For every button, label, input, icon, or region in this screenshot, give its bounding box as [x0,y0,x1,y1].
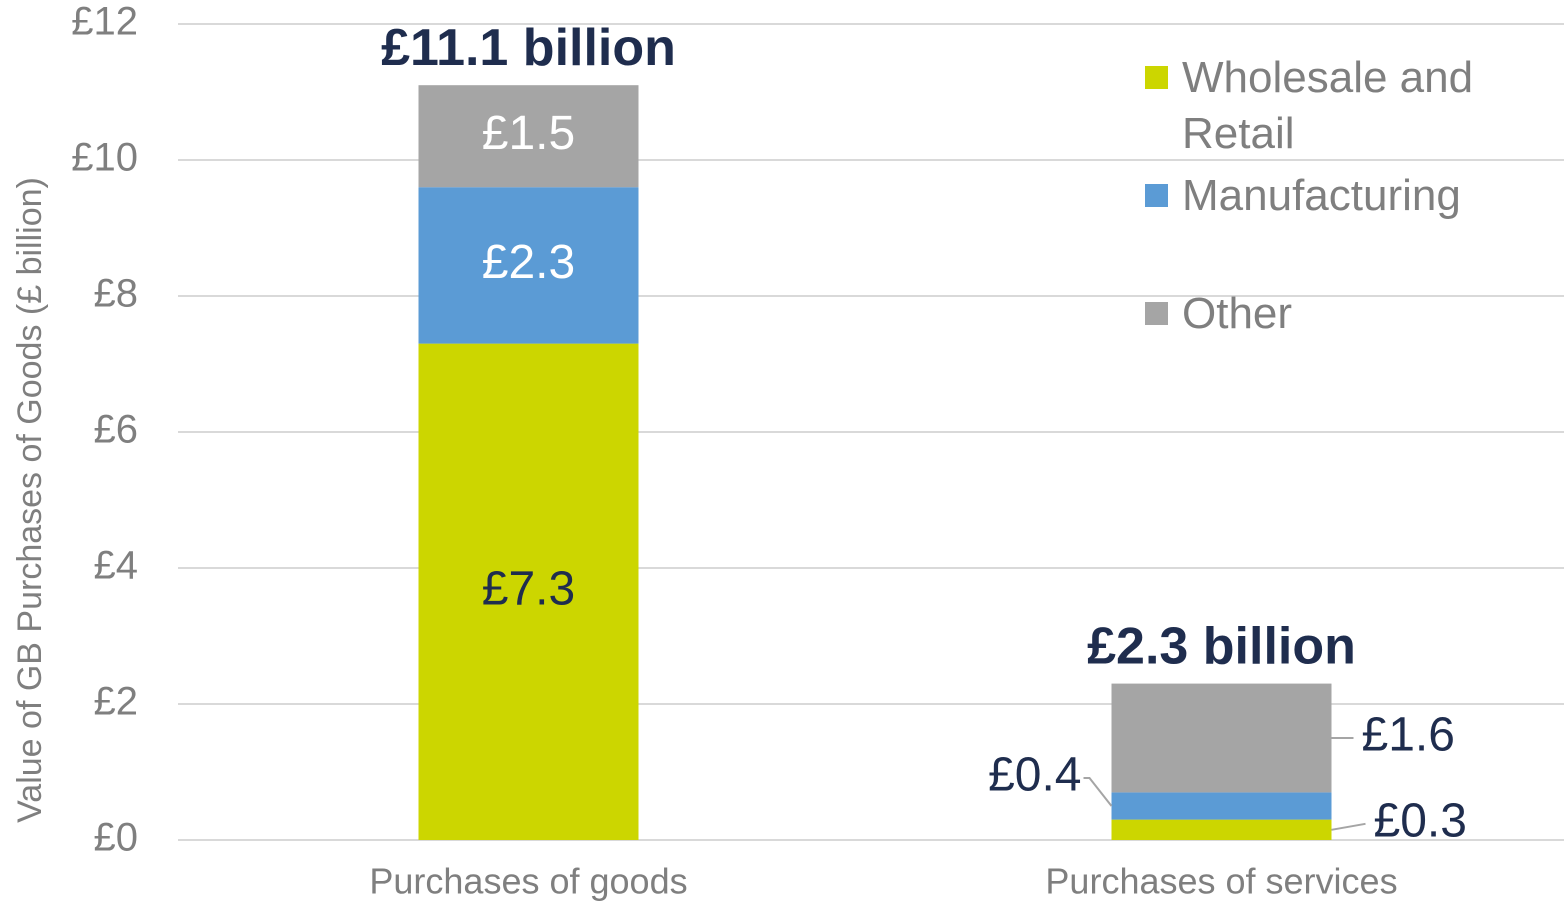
y-tick-label: £6 [94,408,139,452]
y-tick-label: £12 [71,0,138,44]
data-label: £2.3 [482,236,575,289]
legend-swatch [1145,302,1168,325]
bar-segment [418,343,639,840]
bar-segment [418,187,639,344]
y-tick-label: £0 [94,816,139,860]
leader-line [1331,822,1366,831]
bar-segment [1111,792,1332,820]
bar-segment [418,85,639,188]
legend-label: Wholesale and Retail [1182,53,1474,158]
legend-label: Manufacturing [1182,171,1461,220]
legend-item: Other [1145,286,1525,342]
legend-item: Wholesale and Retail [1145,50,1525,162]
bar-segment [1111,819,1332,840]
y-axis-label: Value of GB Purchases of Goods (£ billio… [11,177,49,823]
x-tick-label: Purchases of goods [369,861,687,902]
legend-item: Manufacturing [1145,168,1525,224]
total-label: £2.3 billion [1087,617,1356,675]
bar-segment [1111,683,1332,793]
data-label: £0.3 [1374,794,1467,847]
legend-label: Other [1182,289,1293,338]
data-label: £1.6 [1362,709,1455,762]
y-tick-label: £2 [94,680,139,724]
y-tick-label: £4 [94,544,139,588]
y-tick-label: £8 [94,272,139,316]
total-label: £11.1 billion [381,19,676,77]
legend-swatch [1145,184,1168,207]
data-label: £0.4 [988,749,1081,802]
leader-line [1083,777,1113,807]
data-label: £7.3 [482,562,575,615]
y-tick-label: £10 [71,136,138,180]
legend-swatch [1145,66,1168,89]
x-tick-label: Purchases of services [1045,861,1397,902]
data-label: £1.5 [482,107,575,160]
